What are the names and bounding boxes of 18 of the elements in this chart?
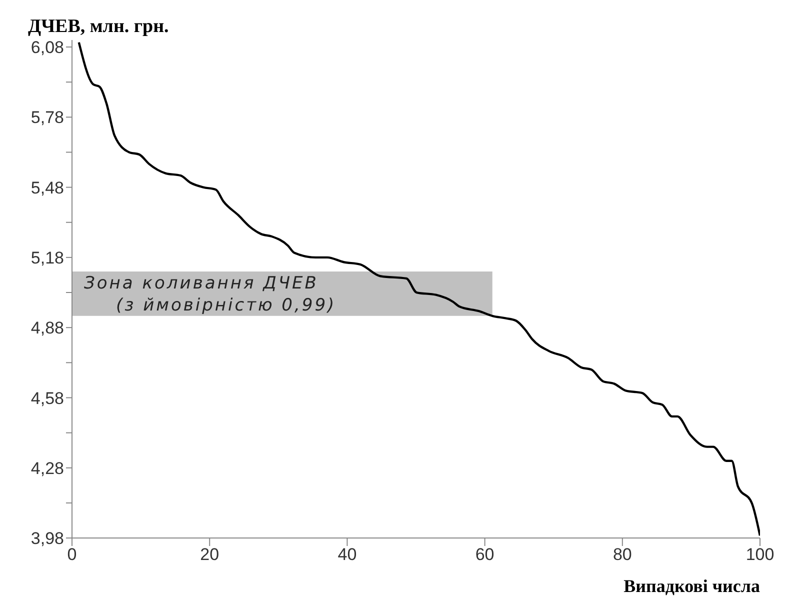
- x-axis-title: Випадкові числа: [624, 576, 760, 597]
- y-tick-label: 5,18: [30, 248, 64, 268]
- line-series: [78, 41, 760, 537]
- x-tick-label: 60: [475, 545, 494, 564]
- x-tick-label: 100: [746, 545, 774, 564]
- y-tick-label: 4,28: [30, 458, 64, 478]
- band-label: Зона коливання ДЧЕВ (з ймовірністю 0,99): [84, 274, 336, 316]
- x-tick-label: 0: [67, 545, 77, 564]
- x-tick-label: 80: [612, 545, 632, 564]
- y-tick-label: 3,98: [30, 529, 64, 548]
- y-tick-label: 4,88: [30, 318, 64, 338]
- x-tick-label: 20: [200, 545, 220, 564]
- y-tick-label: 4,58: [30, 388, 64, 408]
- y-tick-label: 5,78: [30, 108, 64, 128]
- y-tick-label: 5,48: [30, 178, 64, 198]
- y-axis-title: ДЧЕВ, млн. грн.: [28, 16, 169, 38]
- y-tick-label: 6,08: [30, 38, 64, 58]
- x-tick-label: 40: [338, 545, 357, 564]
